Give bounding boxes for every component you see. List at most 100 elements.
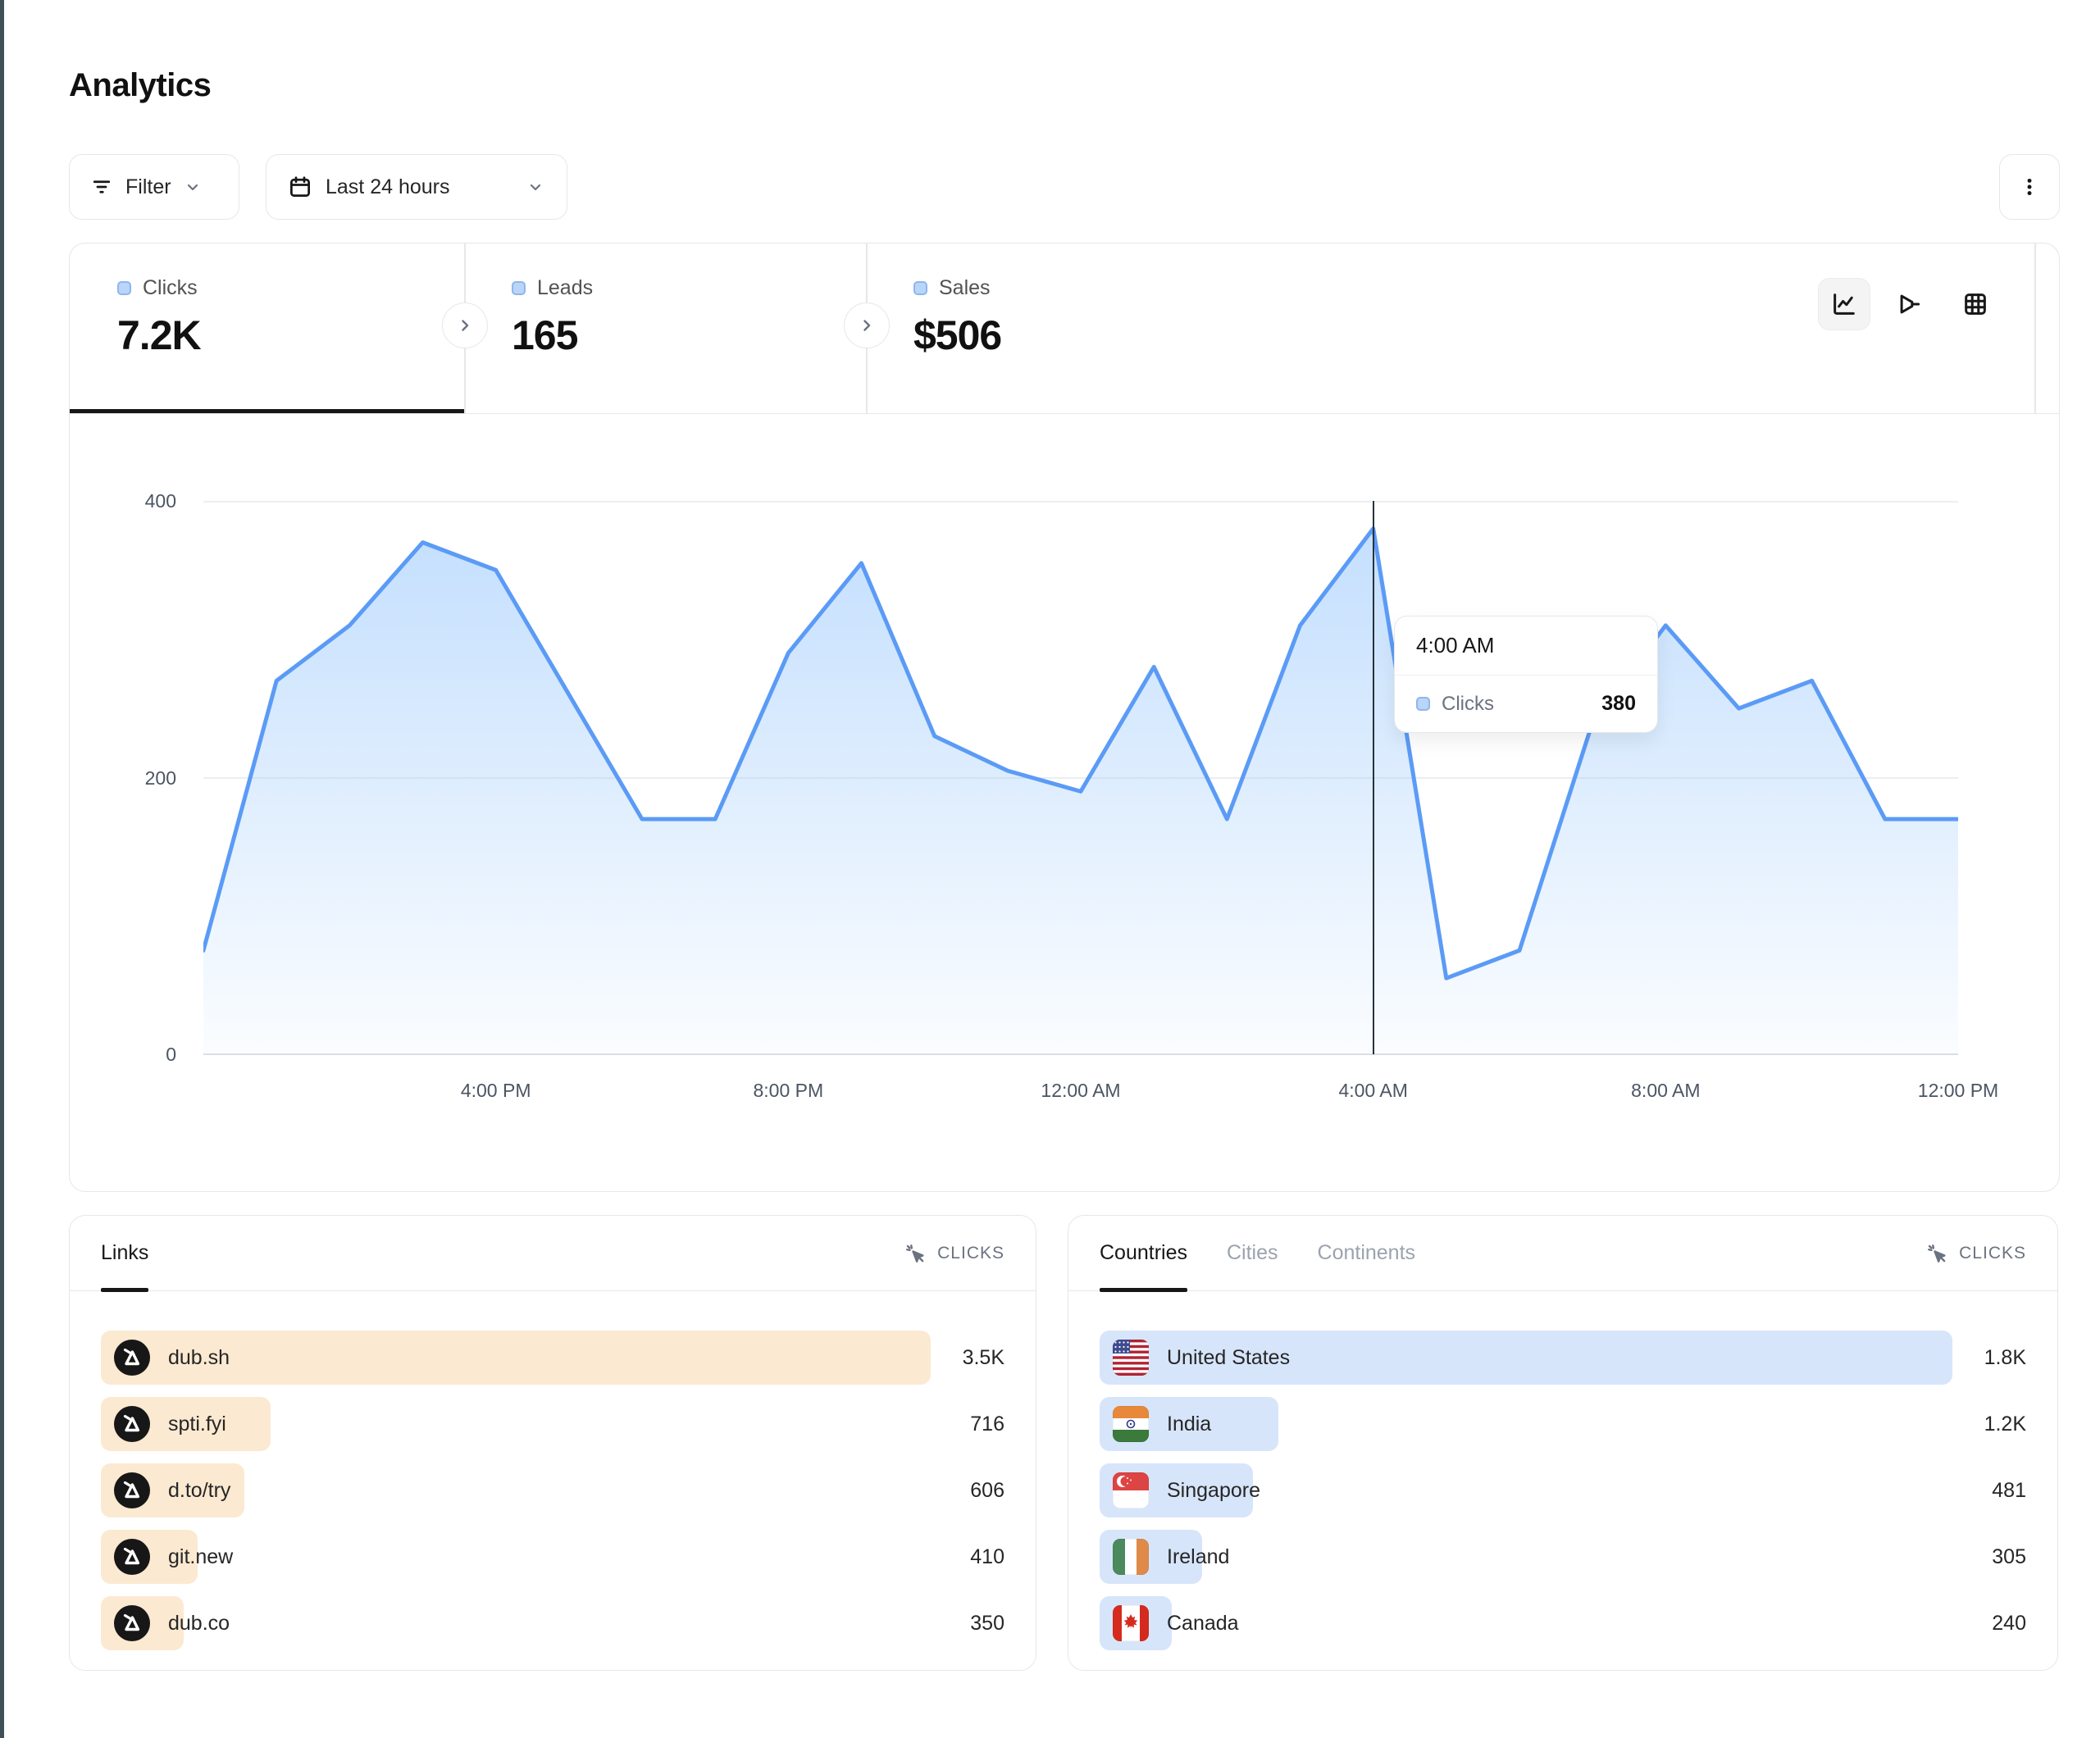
tab-countries[interactable]: Countries [1100, 1216, 1187, 1292]
item-value: 305 [1992, 1545, 2026, 1568]
item-value: 1.2K [1984, 1412, 2026, 1435]
list-item[interactable]: dub.sh 3.5K [101, 1331, 1004, 1385]
item-value: 240 [1992, 1611, 2026, 1635]
grid-icon [1965, 293, 1986, 315]
value-bar [1100, 1331, 1952, 1385]
item-label: dub.co [168, 1611, 230, 1635]
tooltip-time: 4:00 AM [1395, 616, 1657, 676]
tab-sales[interactable]: Sales $506 [866, 243, 1276, 413]
chevron-right-icon [863, 320, 871, 331]
more-options-button[interactable] [1999, 154, 2060, 220]
analytics-card: Clicks 7.2K Leads 165 Sales $506 [69, 243, 2060, 1192]
date-range-button[interactable]: Last 24 hours [266, 154, 567, 220]
metric-label: CLICKS [937, 1243, 1004, 1263]
date-range-label: Last 24 hours [326, 175, 450, 198]
list-item[interactable]: dub.co 350 [101, 1596, 1004, 1650]
list-item[interactable]: spti.fyi 716 [101, 1397, 1004, 1451]
x-axis-label: 12:00 AM [1041, 1080, 1121, 1101]
tab-clicks[interactable]: Clicks 7.2K [70, 243, 464, 413]
item-label: United States [1167, 1345, 1291, 1369]
stat-label: Leads [537, 276, 594, 299]
filter-button[interactable]: Filter [69, 154, 239, 220]
dub-logo-icon [114, 1605, 150, 1641]
leads-legend-swatch [512, 281, 526, 295]
bar-area: git.new [101, 1530, 931, 1584]
list-item[interactable]: Canada 240 [1100, 1596, 2026, 1650]
filter-icon [89, 175, 114, 199]
links-metric-selector[interactable]: CLICKS [903, 1241, 1004, 1266]
filter-button-label: Filter [125, 175, 171, 198]
tab-continents[interactable]: Continents [1318, 1216, 1416, 1290]
ie-flag-icon [1113, 1539, 1149, 1575]
bar-area: Singapore [1100, 1463, 1952, 1517]
list-item[interactable]: India 1.2K [1100, 1397, 2026, 1451]
bar-area: Ireland [1100, 1530, 1952, 1584]
item-label: d.to/try [168, 1478, 231, 1502]
bar-area: Canada [1100, 1596, 1952, 1650]
funnel-view-button[interactable] [1884, 278, 1936, 330]
x-axis-label: 12:00 PM [1917, 1080, 1999, 1101]
tab-label: Continents [1317, 1241, 1416, 1264]
dub-logo-icon [114, 1539, 150, 1575]
page-title: Analytics [69, 67, 212, 103]
item-label: Singapore [1167, 1478, 1260, 1502]
sales-legend-swatch [913, 281, 927, 295]
expand-leads-button[interactable] [844, 303, 890, 348]
item-value: 716 [970, 1412, 1004, 1435]
clicks-area-chart[interactable]: 4:00 AM Clicks 380 [203, 501, 1958, 1055]
active-tab-underline [70, 409, 464, 413]
x-axis-label: 8:00 PM [753, 1080, 824, 1101]
expand-clicks-button[interactable] [442, 303, 488, 348]
tab-links[interactable]: Links [101, 1216, 149, 1292]
dub-logo-icon [114, 1406, 150, 1442]
gridline-200 [203, 777, 1958, 779]
tooltip-series-label: Clicks [1442, 692, 1494, 715]
item-label: spti.fyi [168, 1412, 226, 1435]
stat-value: 7.2K [117, 312, 202, 358]
bar-area: dub.sh [101, 1331, 931, 1385]
stats-divider [2034, 243, 2036, 413]
countries-list: United States 1.8K India 1.2K Singapore 481 Ir… [1068, 1291, 2057, 1682]
links-list: dub.sh 3.5K spti.fyi 716 d.to/try 606 git.new 4… [70, 1291, 1036, 1682]
bar-area: dub.co [101, 1596, 931, 1650]
tab-leads[interactable]: Leads 165 [464, 243, 866, 413]
y-axis-label: 0 [166, 1044, 176, 1065]
y-axis-label: 400 [144, 490, 176, 512]
chart-tooltip: 4:00 AM Clicks 380 [1394, 616, 1658, 733]
clicks-legend-swatch [117, 281, 131, 295]
gridline-400 [203, 501, 1958, 503]
bar-area: United States [1100, 1331, 1952, 1385]
countries-metric-selector[interactable]: CLICKS [1925, 1241, 2026, 1266]
tab-label: Cities [1227, 1241, 1278, 1264]
active-tab-underline [101, 1288, 149, 1292]
sidebar-edge [0, 0, 4, 1738]
stat-value: 165 [512, 312, 578, 358]
list-item[interactable]: git.new 410 [101, 1530, 1004, 1584]
tab-cities[interactable]: Cities [1227, 1216, 1278, 1290]
list-item[interactable]: d.to/try 606 [101, 1463, 1004, 1517]
line-chart-view-button[interactable] [1818, 278, 1870, 330]
countries-panel: Countries Cities Continents CLICKS Unite… [1068, 1215, 2058, 1671]
dub-logo-icon [114, 1340, 150, 1376]
chevron-down-icon [183, 177, 203, 197]
tab-label: Countries [1100, 1241, 1187, 1264]
stat-value: $506 [913, 312, 1002, 358]
item-label: Canada [1167, 1611, 1239, 1635]
list-item[interactable]: United States 1.8K [1100, 1331, 2026, 1385]
chevron-right-icon [462, 320, 469, 331]
x-axis-label: 4:00 AM [1338, 1080, 1408, 1101]
list-item[interactable]: Singapore 481 [1100, 1463, 2026, 1517]
table-view-button[interactable] [1949, 278, 2002, 330]
y-axis-label: 200 [144, 767, 176, 789]
chevron-down-icon [526, 177, 545, 197]
item-label: Ireland [1167, 1545, 1230, 1568]
cursor-click-icon [1925, 1241, 1949, 1266]
dub-logo-icon [114, 1472, 150, 1508]
item-label: India [1167, 1412, 1212, 1435]
item-label: dub.sh [168, 1345, 230, 1369]
list-item[interactable]: Ireland 305 [1100, 1530, 2026, 1584]
funnel-icon [1900, 294, 1920, 314]
item-value: 481 [1992, 1478, 2026, 1502]
links-panel: Links CLICKS dub.sh 3.5K spti.fyi 716 d.to/t… [69, 1215, 1036, 1671]
